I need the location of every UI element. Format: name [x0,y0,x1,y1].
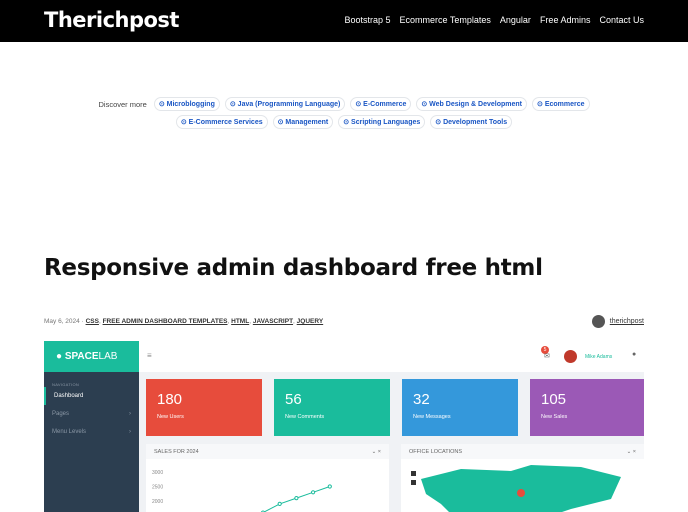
discover-chip[interactable]: ⊙ E-Commerce [350,97,412,111]
post-date: May 6, 2024 · [44,318,84,325]
zoom-out-button [411,480,416,485]
nav-ecommerce-templates[interactable]: Ecommerce Templates [399,15,491,25]
discover-chip[interactable]: ⊙ Development Tools [430,115,513,129]
world-map [411,465,621,512]
y-tick: 2000 [152,499,163,505]
article-meta: May 6, 2024 · CSS, FREE ADMIN DASHBOARD … [44,318,324,325]
nav-bootstrap5[interactable]: Bootstrap 5 [344,15,391,25]
discover-chip[interactable]: ⊙ Scripting Languages [338,115,426,129]
stat-label: New Messages [413,414,451,420]
tag-link[interactable]: JAVASCRIPT [252,318,294,325]
stat-label: New Comments [285,414,325,420]
discover-more: Discover more ⊙ Microblogging ⊙ Java (Prog… [0,97,688,133]
stat-value: 56 [285,391,302,408]
nav-angular[interactable]: Angular [499,15,531,25]
sidebar-item-pages: Pages › [52,411,131,417]
nav-free-admins[interactable]: Free Admins [539,15,591,25]
sales-point [277,501,282,507]
nav-contact-us[interactable]: Contact Us [599,15,644,25]
stat-label: New Users [157,414,184,420]
tag-link[interactable]: FREE ADMIN DASHBOARD TEMPLATES [102,318,228,325]
avatar [591,315,605,328]
site-logo[interactable]: Therichpost [44,8,179,32]
stat-label: New Sales [541,414,568,420]
discover-label: Discover more [98,99,147,109]
notification-badge: 5 [541,346,549,354]
sales-point [294,496,299,501]
discover-chip[interactable]: ⊙ Management [272,115,334,129]
sales-panel: SALES FOR 2024 ⌄ × 3000 2500 2000 [146,444,389,512]
y-tick: 3000 [152,470,163,476]
user-avatar [564,350,577,363]
sidebar-item-dashboard: Dashboard [44,387,139,405]
stat-card: 56 New Comments [274,379,390,436]
map-panel: OFFICE LOCATIONS ⌄ × [401,444,644,512]
discover-chip[interactable]: ⊙ Web Design & Development [416,97,528,111]
stat-card: 180 New Users [146,379,262,436]
map-marker [517,489,525,497]
sales-chart: 3000 2500 2000 [152,470,332,512]
dashboard-screenshot: ● SPACELAB NAVIGATION Dashboard Pages › M… [44,341,644,512]
stat-value: 180 [157,391,183,408]
sales-point [327,484,332,489]
map-title: OFFICE LOCATIONS [409,449,463,455]
nav-header: NAVIGATION [52,382,80,387]
tag-link[interactable]: JQUERY [296,318,324,325]
sidebar-item-menu-levels: Menu Levels › [52,429,131,435]
dashboard-sidebar: NAVIGATION Dashboard Pages › Menu Levels › [44,372,139,512]
sales-point [311,490,316,495]
author-name[interactable]: therichpost [609,318,644,325]
site-header: Therichpost Bootstrap 5 Ecommerce Templa… [0,0,688,42]
stat-card: 105 New Sales [530,379,644,436]
chat-icon: ● [632,351,637,358]
dashboard-brand: ● SPACELAB [44,341,139,372]
main-nav: Bootstrap 5 Ecommerce Templates Angular … [345,15,645,25]
discover-chip[interactable]: ⊙ Microblogging [153,97,220,111]
stat-value: 32 [413,391,430,408]
discover-chip[interactable]: ⊙ Ecommerce [532,97,590,111]
tag-link[interactable]: CSS [85,318,99,325]
discover-chip[interactable]: ⊙ E-Commerce Services [175,115,268,129]
page-title: Responsive admin dashboard free html [44,255,543,281]
zoom-in-button [411,471,416,476]
tag-link[interactable]: HTML [231,318,250,325]
author-link[interactable]: therichpost [591,315,644,328]
stat-card: 32 New Messages [402,379,518,436]
mail-icon: ✉ [544,353,550,360]
dashboard-topbar: ≡ 5 ✉ Mike Adams ● [139,341,644,372]
menu-icon: ≡ [147,351,152,360]
discover-chip[interactable]: ⊙ Java (Programming Language) [224,97,346,111]
sales-title: SALES FOR 2024 [154,449,199,455]
stat-value: 105 [541,391,567,408]
user-name: Mike Adams [585,354,613,360]
y-tick: 2500 [152,485,163,491]
